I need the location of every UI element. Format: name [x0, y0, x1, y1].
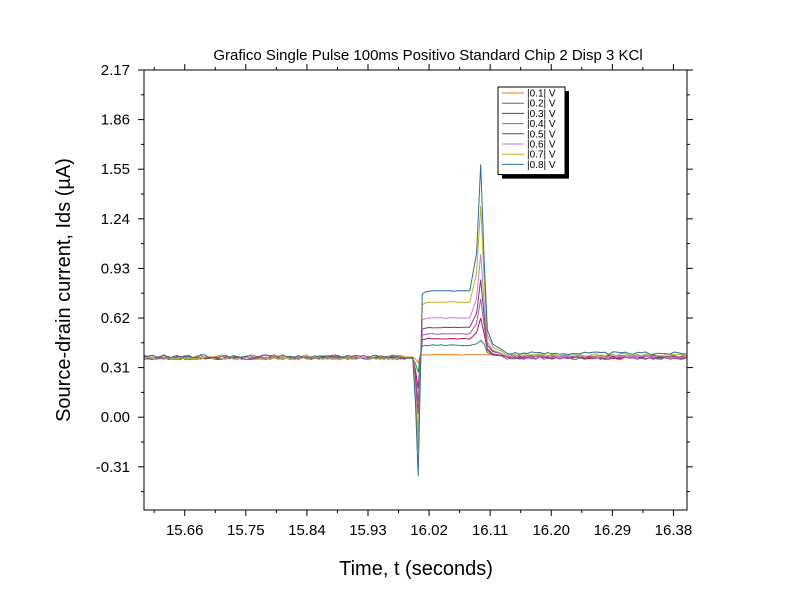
legend-label: |0.2| V [527, 99, 556, 110]
x-tick-label: 16.02 [410, 522, 448, 539]
x-tick-label: 16.38 [655, 522, 693, 539]
legend-box [497, 86, 566, 176]
x-axis-title: Time, t (seconds) [339, 558, 493, 580]
series-line [143, 164, 687, 477]
y-axis: -0.31 0.00 0.31 0.62 0.93 1.24 1.55 1.86 2.17 [96, 62, 693, 493]
x-tick-label: 16.29 [594, 522, 632, 539]
x-tick-label: 16.20 [532, 522, 570, 539]
y-tick-label: 0.31 [101, 360, 130, 377]
y-axis-title: Source-drain current, Ids (µA) [53, 158, 75, 422]
legend-label: |0.4| V [527, 119, 556, 130]
y-tick-label: 2.17 [101, 62, 130, 79]
legend-label: |0.3| V [527, 109, 556, 120]
y-tick-label: 1.24 [101, 211, 130, 228]
y-tick-label: 1.55 [101, 161, 130, 178]
series-line [143, 205, 687, 450]
x-axis: 15.66 15.75 15.84 15.93 16.02 16.11 16.20 16.29… [153, 64, 693, 539]
plot-frame [143, 69, 688, 511]
y-tick-label: 0.62 [101, 310, 130, 327]
y-tick-label: -0.31 [96, 459, 130, 476]
x-tick-label: 15.75 [227, 522, 265, 539]
legend-label: |0.7| V [527, 150, 556, 161]
x-tick-label: 15.93 [349, 522, 387, 539]
y-tick-label: 0.93 [101, 260, 130, 277]
legend-label: |0.6| V [527, 140, 556, 151]
y-tick-label: 0.00 [101, 409, 130, 426]
x-tick-label: 15.84 [288, 522, 326, 539]
x-tick-label: 16.11 [472, 522, 508, 539]
series-lines [143, 164, 687, 477]
legend-label: |0.1| V [527, 89, 556, 100]
legend-label: |0.8| V [527, 160, 556, 171]
legend-label: |0.5| V [527, 129, 556, 140]
chart-title: Grafico Single Pulse 100ms Positivo Stan… [213, 47, 642, 64]
legend: |0.1| V|0.2| V|0.3| V|0.4| V|0.5| V|0.6|… [497, 86, 569, 179]
x-tick-label: 15.66 [166, 522, 204, 539]
y-tick-label: 1.86 [101, 112, 130, 129]
